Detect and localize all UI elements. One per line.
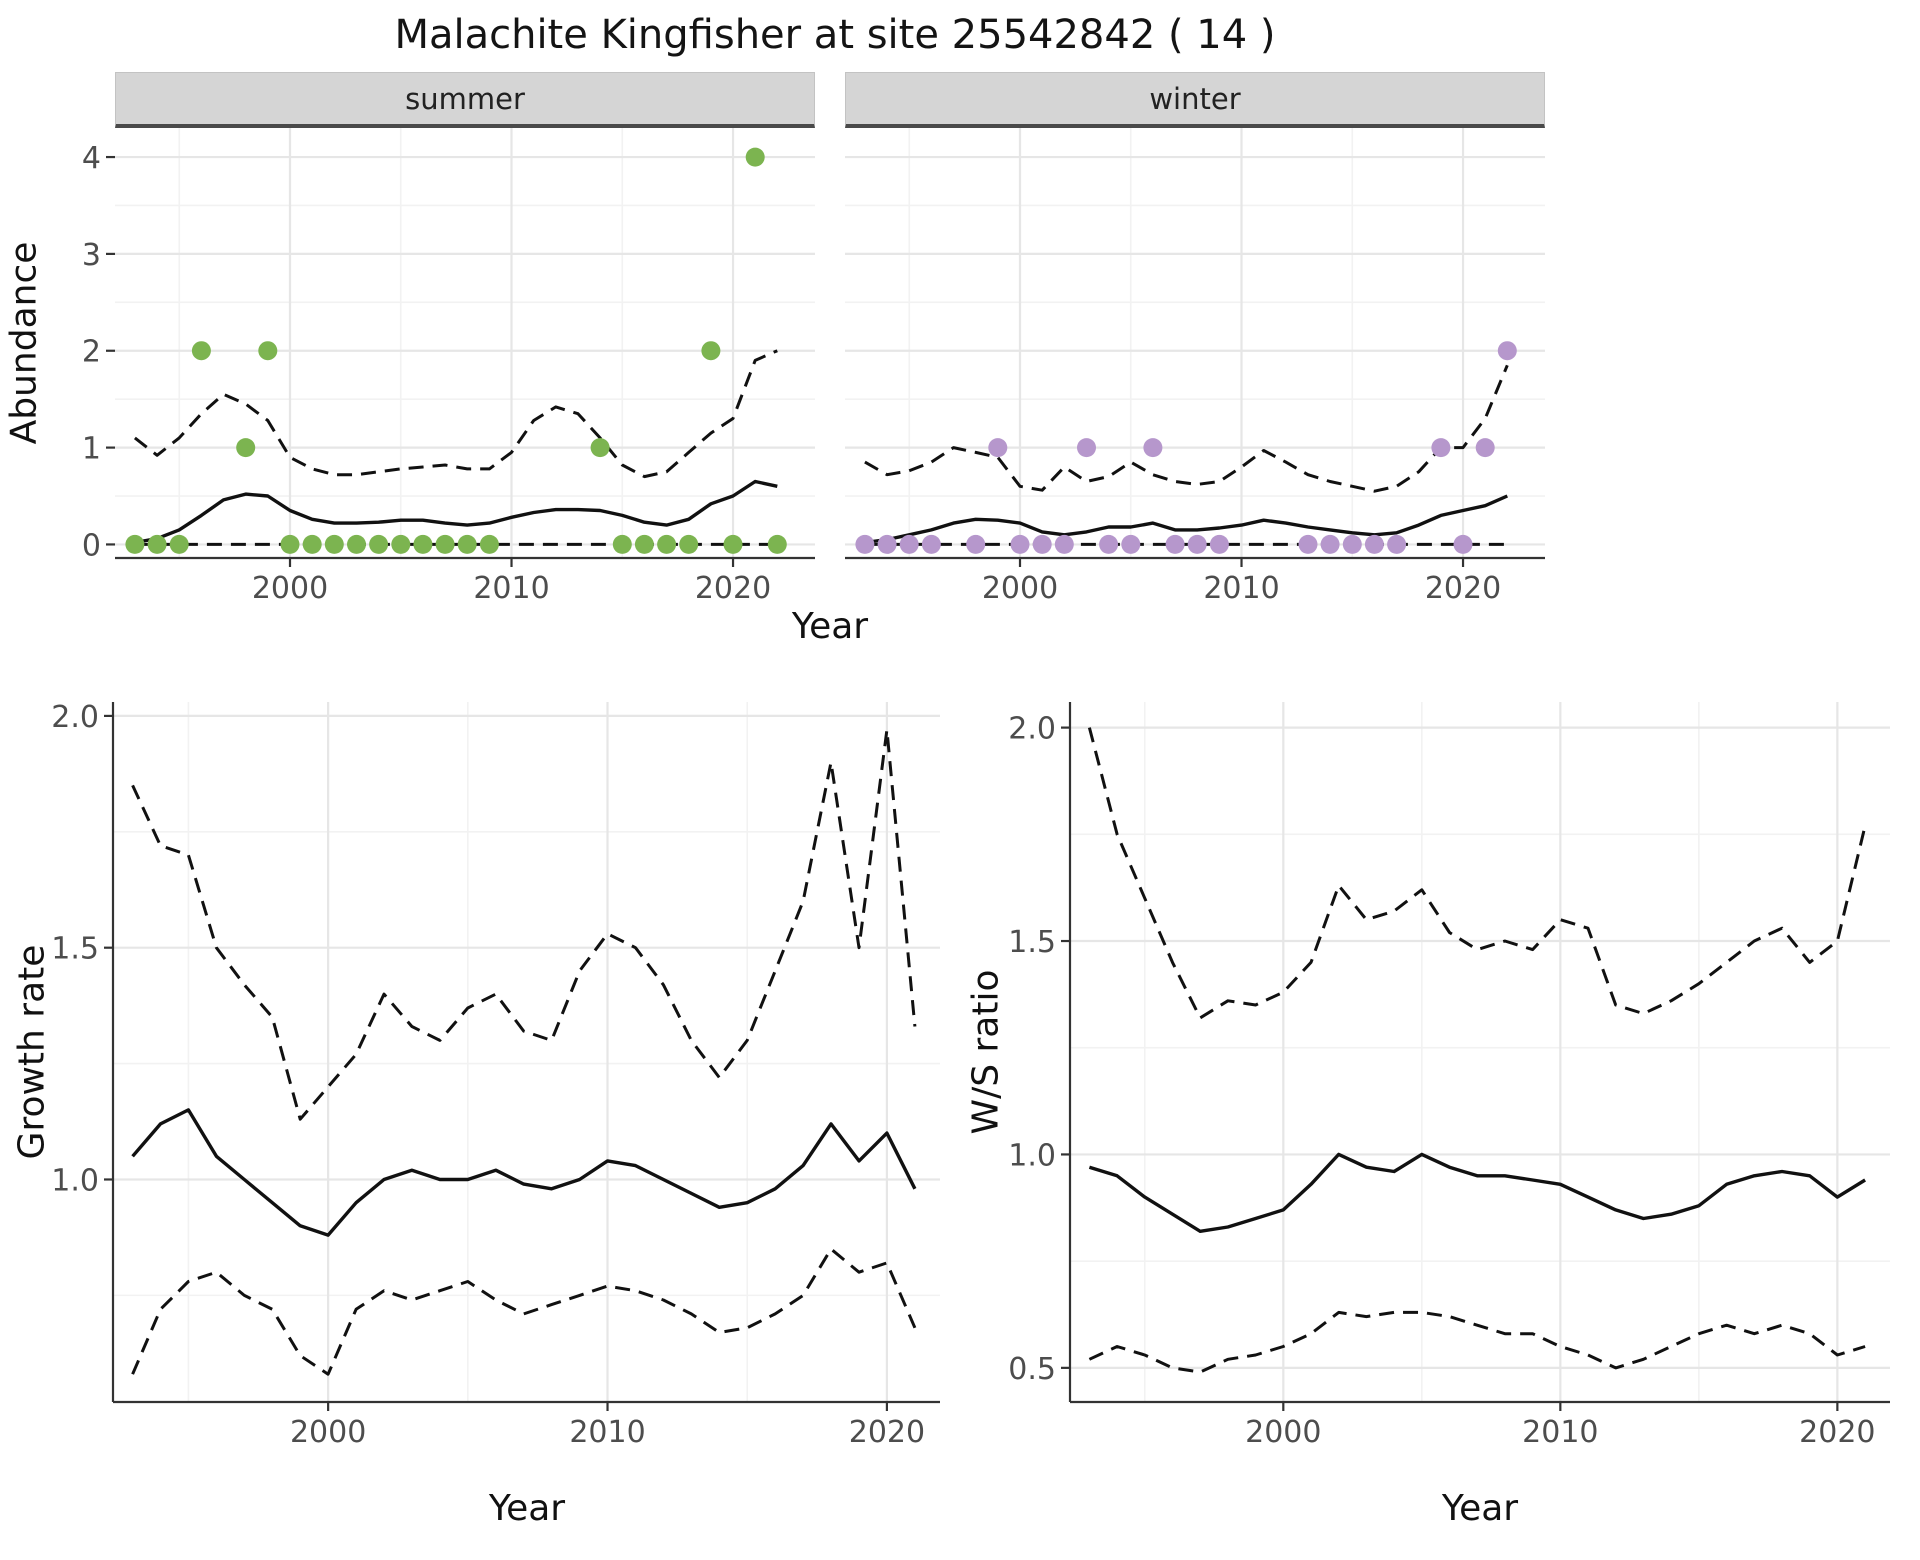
svg-text:2000: 2000: [1245, 1415, 1321, 1450]
svg-text:2010: 2010: [1522, 1415, 1598, 1450]
figure-title: Malachite Kingfisher at site 25542842 ( …: [394, 12, 1276, 58]
svg-text:1.5: 1.5: [51, 932, 99, 967]
abundance-winter-panel: 2000 2010 2020: [845, 128, 1545, 606]
svg-text:2000: 2000: [252, 571, 328, 606]
growth-rate-x-axis-label: Year: [488, 1488, 566, 1529]
facet-strip-summer: summer: [115, 72, 815, 128]
svg-text:2010: 2010: [473, 571, 549, 606]
ws-ratio-x-axis-label: Year: [1441, 1488, 1519, 1529]
abundance-x-axis-label: Year: [791, 606, 869, 647]
svg-text:2020: 2020: [1799, 1415, 1875, 1450]
abundance-y-axis-label: Abundance: [3, 241, 45, 445]
svg-text:1.0: 1.0: [1008, 1138, 1056, 1173]
svg-text:4: 4: [82, 141, 101, 176]
svg-text:1.0: 1.0: [51, 1163, 99, 1198]
abundance-summer-panel: 2000 2010 2020 0 1 2 3 4: [82, 128, 815, 606]
svg-text:1.5: 1.5: [1008, 925, 1056, 960]
facet-strip-summer-label: summer: [405, 81, 525, 116]
ws-ratio-panel: 2000 2010 2020 0.5 1.0 1.5 2.0: [1008, 702, 1890, 1450]
svg-text:1: 1: [82, 432, 101, 467]
facet-strip-winter: winter: [845, 72, 1545, 128]
svg-text:2000: 2000: [290, 1415, 366, 1450]
facet-strip-winter-label: winter: [1149, 81, 1241, 116]
svg-text:2.0: 2.0: [51, 700, 99, 735]
svg-text:2.0: 2.0: [1008, 712, 1056, 747]
svg-text:2020: 2020: [849, 1415, 925, 1450]
svg-text:2000: 2000: [982, 571, 1058, 606]
svg-text:2010: 2010: [1203, 571, 1279, 606]
svg-text:2020: 2020: [1425, 571, 1501, 606]
svg-text:2: 2: [82, 335, 101, 370]
svg-text:2010: 2010: [569, 1415, 645, 1450]
svg-text:2020: 2020: [695, 571, 771, 606]
svg-text:0: 0: [82, 528, 101, 563]
svg-text:3: 3: [82, 238, 101, 273]
growth-rate-panel: 2000 2010 2020 1.0 1.5 2.0: [51, 700, 940, 1450]
svg-text:0.5: 0.5: [1008, 1352, 1056, 1387]
